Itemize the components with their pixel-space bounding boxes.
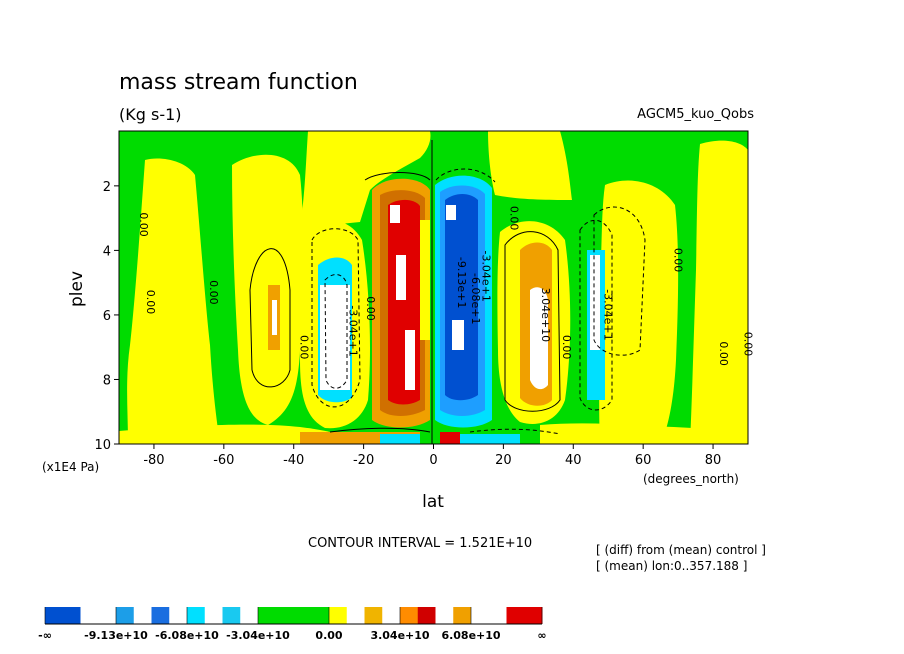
colorbar-swatch [240, 607, 259, 624]
contour-fill [460, 434, 520, 444]
colorbar-swatch [453, 607, 472, 624]
contour-fill [320, 285, 350, 390]
contour-fill [690, 140, 748, 444]
contour-label: 0.00 [364, 296, 377, 321]
contour-label: -9.13e+1 [455, 257, 468, 308]
contour-label: 0.00 [717, 341, 730, 366]
contour-interval: CONTOUR INTERVAL = 1.521E+10 [308, 536, 532, 551]
colorbar-swatch [169, 607, 188, 624]
colorbar-swatch [400, 607, 419, 624]
colorbar-swatch [471, 607, 507, 624]
colorbar-label: 3.04e+10 [370, 629, 429, 642]
colorbar-swatch [346, 607, 365, 624]
info-line-2: [ (mean) lon:0..357.188 ] [596, 559, 747, 573]
contour-label: -6.08e+1 [469, 273, 482, 324]
colorbar-label: -6.08e+10 [155, 629, 219, 642]
colorbar-swatch [222, 607, 241, 624]
x-tick-label: 0 [429, 453, 437, 468]
contour-fill [446, 205, 456, 220]
contour-fill [405, 330, 415, 390]
colorbar-swatch [151, 607, 170, 624]
contour-fill [530, 287, 548, 390]
x-tick-label: 20 [495, 453, 512, 468]
chart-units: (Kg s-1) [119, 105, 182, 124]
contour-fill [380, 434, 420, 444]
colorbar-swatch [506, 607, 543, 624]
dataset-label: AGCM5_kuo_Qobs [637, 107, 754, 122]
x-axis-label: lat [422, 492, 444, 512]
colorbar-label: 6.08e+10 [441, 629, 500, 642]
x-tick-label: 60 [635, 453, 652, 468]
colorbar-swatch [329, 607, 348, 624]
colorbar-swatch [45, 607, 81, 624]
contour-fill [127, 158, 220, 444]
colorbar-swatch [364, 607, 383, 624]
y-tick-label: 8 [103, 373, 111, 388]
contour-label: 0.00 [507, 206, 520, 231]
contour-label: 0.00 [742, 332, 755, 357]
contour-label: -3.04e+1 [479, 250, 492, 301]
x-tick-label: -60 [213, 453, 234, 468]
contour-fill [119, 424, 330, 444]
contour-labels: 0.00 0.00 0.00 0.00 -3.04e+1 0.00 0.00 -3.04e+1… [137, 206, 755, 366]
contour-label: 0.00 [207, 280, 220, 305]
contour-label: 0.00 [137, 212, 150, 237]
y-axis-label: plev [67, 271, 87, 307]
y-tick-label: 10 [94, 438, 111, 453]
colorbar-swatch [80, 607, 117, 624]
contour-fill [440, 432, 460, 444]
y-tick-label: 4 [103, 244, 111, 259]
colorbar: -∞ -9.13e+10 -6.08e+10 -3.04e+10 0.00 3.04e+1… [38, 607, 547, 642]
contour-label: -3.04e+1 [347, 305, 360, 356]
x-tick-label: -80 [143, 453, 164, 468]
y-axis-units: (x1E4 Pa) [42, 460, 99, 474]
colorbar-swatch [382, 607, 401, 624]
contour-lines [249, 139, 646, 444]
chart-title: mass stream function [119, 70, 358, 95]
contour-label: 3.04e+10 [539, 288, 552, 342]
colorbar-swatch [417, 607, 436, 624]
info-line-1: [ (diff) from (mean) control ] [596, 543, 766, 557]
contour-label: 0.00 [672, 248, 685, 273]
colorbar-label: ∞ [537, 629, 546, 642]
contour-fill [388, 199, 420, 405]
contour-fill [599, 180, 679, 445]
colorbar-swatch [133, 607, 152, 624]
contour-fill [590, 255, 600, 350]
contour-label: 0.00 [144, 290, 157, 315]
y-tick-label: 6 [103, 309, 111, 324]
contour-fill [390, 205, 400, 223]
colorbar-swatch [258, 607, 330, 624]
x-tick-label: 40 [565, 453, 582, 468]
y-axis: 2 4 6 8 10 [94, 180, 119, 453]
x-axis: -80 -60 -40 -20 0 20 40 60 80 [143, 444, 721, 468]
colorbar-label: -∞ [38, 629, 52, 642]
contour-fill [452, 320, 464, 350]
colorbar-swatch [435, 607, 454, 624]
colorbar-label: 0.00 [315, 629, 342, 642]
x-tick-label: -40 [283, 453, 304, 468]
x-tick-label: -20 [353, 453, 374, 468]
y-tick-label: 2 [103, 180, 111, 195]
contour-fill [272, 300, 277, 335]
plot-area [118, 130, 749, 445]
colorbar-swatch [204, 607, 223, 624]
colorbar-label: -9.13e+10 [84, 629, 148, 642]
contour-label: 0.00 [560, 335, 573, 360]
contour-fill [540, 423, 748, 444]
contour-fill [232, 154, 304, 425]
colorbar-label: -3.04e+10 [226, 629, 290, 642]
contour-fill [420, 220, 430, 340]
colorbar-swatch [187, 607, 206, 624]
contour-label: -3.04e+1 [602, 289, 615, 340]
contour-fill [396, 255, 406, 300]
x-axis-units: (degrees_north) [643, 472, 739, 486]
contour-fill [488, 131, 572, 200]
x-tick-label: 80 [705, 453, 722, 468]
colorbar-swatch [116, 607, 135, 624]
contour-label: 0.00 [298, 335, 311, 360]
